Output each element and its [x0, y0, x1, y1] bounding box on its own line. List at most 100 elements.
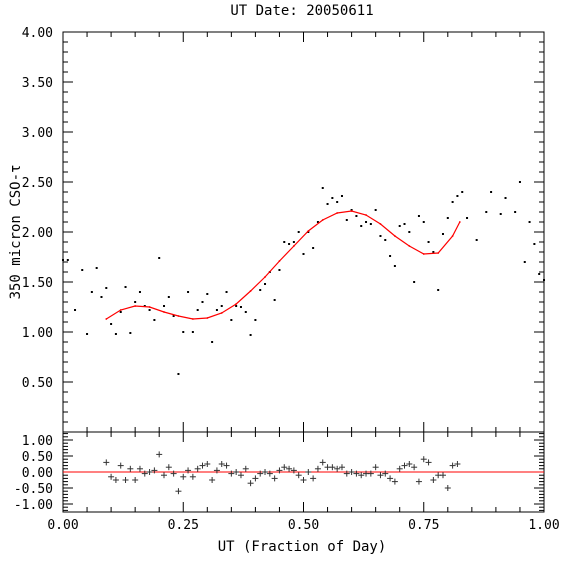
- fit-point: [437, 252, 440, 254]
- data-point: [74, 309, 77, 311]
- fit-point: [321, 219, 324, 221]
- residual-marker: [204, 461, 211, 467]
- fit-point: [307, 230, 310, 232]
- data-point: [355, 215, 358, 217]
- residual-marker: [127, 465, 134, 472]
- fit-point: [134, 305, 137, 307]
- fit-point: [249, 290, 252, 292]
- y-axis-label: 350 micron CSO-τ: [8, 165, 24, 300]
- residual-marker: [136, 465, 143, 472]
- fit-point: [379, 223, 382, 225]
- residual-marker: [271, 475, 278, 482]
- residual-marker: [444, 485, 451, 491]
- data-point: [211, 341, 214, 343]
- data-point: [345, 219, 348, 221]
- fit-point: [451, 235, 454, 237]
- data-point: [163, 305, 166, 307]
- residual-marker: [372, 464, 379, 471]
- data-point: [143, 305, 146, 307]
- chart-title: UT Date: 20050611: [230, 3, 373, 19]
- data-point: [441, 233, 444, 235]
- data-point: [283, 241, 286, 243]
- x-tick-label: 0.50: [288, 518, 319, 533]
- data-point: [167, 296, 170, 298]
- residual-marker: [377, 472, 384, 479]
- y-tick-label: 4.00: [22, 26, 53, 41]
- resid-y-tick-label: 0.50: [22, 450, 53, 465]
- residual-marker: [146, 469, 153, 475]
- data-point: [350, 209, 353, 211]
- fit-line: [105, 210, 461, 320]
- data-point: [466, 217, 469, 219]
- data-point: [403, 223, 406, 225]
- data-point: [461, 191, 464, 193]
- residual-marker: [367, 470, 374, 477]
- data-point: [302, 253, 305, 255]
- data-point: [138, 291, 141, 293]
- residual-marker: [382, 470, 389, 477]
- y-tick-label: 2.00: [22, 226, 53, 241]
- data-point: [215, 309, 218, 311]
- residual-marker: [117, 462, 124, 469]
- residual-marker: [156, 451, 163, 458]
- data-point: [475, 239, 478, 241]
- data-point: [254, 319, 257, 321]
- data-point: [331, 197, 334, 199]
- fit-point: [393, 235, 396, 237]
- data-point: [451, 201, 454, 203]
- data-point: [110, 323, 113, 325]
- residual-marker: [286, 465, 293, 472]
- residual-marker: [247, 480, 254, 487]
- data-point: [485, 211, 488, 213]
- data-point: [384, 239, 387, 241]
- fit-point: [408, 245, 411, 247]
- data-point: [235, 305, 238, 307]
- data-point: [389, 255, 392, 257]
- data-point: [312, 247, 315, 249]
- data-point: [172, 315, 175, 317]
- data-point: [230, 319, 233, 321]
- residual-marker: [194, 465, 201, 472]
- fit-point: [177, 315, 180, 317]
- residual-marker: [112, 477, 119, 483]
- fit-point: [458, 221, 461, 223]
- data-point: [336, 201, 339, 203]
- residual-marker: [218, 461, 225, 467]
- data-point: [538, 273, 541, 275]
- data-point: [249, 334, 252, 336]
- residual-marker: [396, 465, 403, 472]
- data-point: [518, 181, 521, 183]
- data-point: [244, 311, 247, 313]
- tau-data-points: [62, 181, 545, 375]
- data-point: [321, 187, 324, 189]
- data-point: [129, 332, 132, 334]
- residual-marker: [314, 465, 321, 472]
- fit-curve: [105, 210, 461, 320]
- data-point: [100, 296, 103, 298]
- fit-point: [336, 212, 339, 214]
- data-point: [81, 269, 84, 271]
- x-axis-label: UT (Fraction of Day): [218, 539, 387, 555]
- data-point: [398, 225, 401, 227]
- data-point: [543, 279, 545, 281]
- data-point: [379, 235, 382, 237]
- data-point: [273, 299, 276, 301]
- residual-marker: [132, 477, 139, 483]
- residual-marker: [252, 475, 259, 482]
- data-point: [292, 241, 295, 243]
- residual-marker: [391, 478, 398, 485]
- fit-point: [422, 253, 425, 255]
- residual-marker: [189, 473, 196, 480]
- data-point: [191, 331, 194, 333]
- data-point: [533, 243, 536, 245]
- data-point: [374, 209, 377, 211]
- data-point: [124, 286, 127, 288]
- fit-point: [206, 317, 209, 319]
- fit-point: [119, 309, 122, 311]
- resid-y-tick-label: 1.00: [22, 434, 53, 449]
- data-point: [427, 241, 430, 243]
- y-tick-label: 2.50: [22, 176, 53, 191]
- residual-marker: [170, 470, 177, 477]
- residual-marker: [358, 472, 365, 479]
